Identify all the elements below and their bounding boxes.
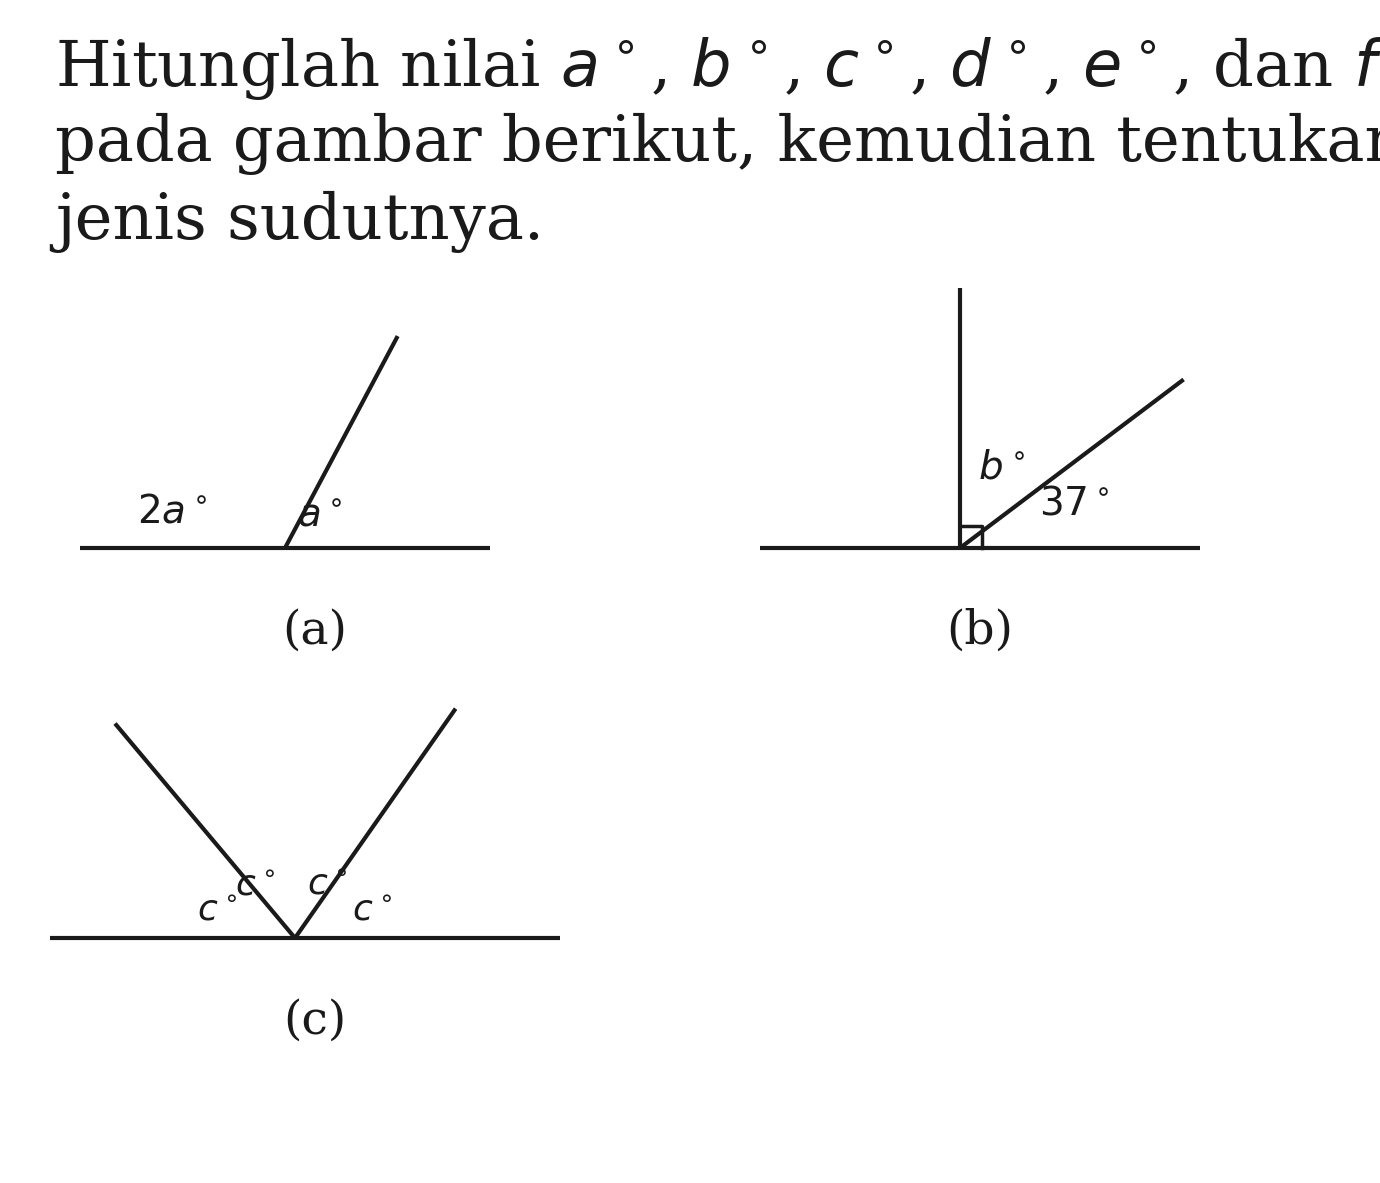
Text: $2a^\circ$: $2a^\circ$ <box>137 493 207 530</box>
Text: $37^\circ$: $37^\circ$ <box>1039 486 1110 523</box>
Text: jenis sudutnya.: jenis sudutnya. <box>55 190 544 253</box>
Text: $c^\circ$: $c^\circ$ <box>352 893 392 927</box>
Text: $a^\circ$: $a^\circ$ <box>297 496 342 534</box>
Text: (a): (a) <box>283 608 348 653</box>
Text: $b^\circ$: $b^\circ$ <box>978 450 1025 487</box>
Text: $c^\circ$: $c^\circ$ <box>306 867 346 901</box>
Text: (c): (c) <box>283 998 346 1043</box>
Text: $c^\circ$: $c^\circ$ <box>235 868 275 903</box>
Text: (b): (b) <box>947 608 1013 653</box>
Text: pada gambar berikut, kemudian tentukan: pada gambar berikut, kemudian tentukan <box>55 114 1380 175</box>
Text: Hitunglah nilai $a^\circ$, $b^\circ$, $c^\circ$, $d^\circ$, $e^\circ$, dan $f^\c: Hitunglah nilai $a^\circ$, $b^\circ$, $c… <box>55 35 1380 102</box>
Text: $c^\circ$: $c^\circ$ <box>197 893 237 927</box>
